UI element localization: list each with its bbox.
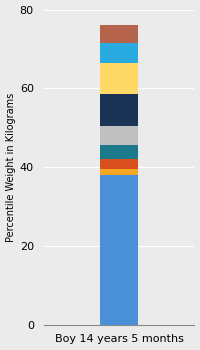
Bar: [100, 159, 138, 169]
Bar: [100, 126, 138, 146]
Bar: [100, 146, 138, 159]
Y-axis label: Percentile Weight in Kilograms: Percentile Weight in Kilograms: [6, 92, 16, 242]
Bar: [100, 175, 138, 325]
Bar: [100, 169, 138, 175]
Bar: [100, 63, 138, 94]
Bar: [100, 94, 138, 126]
Bar: [100, 43, 138, 63]
Bar: [100, 25, 138, 43]
